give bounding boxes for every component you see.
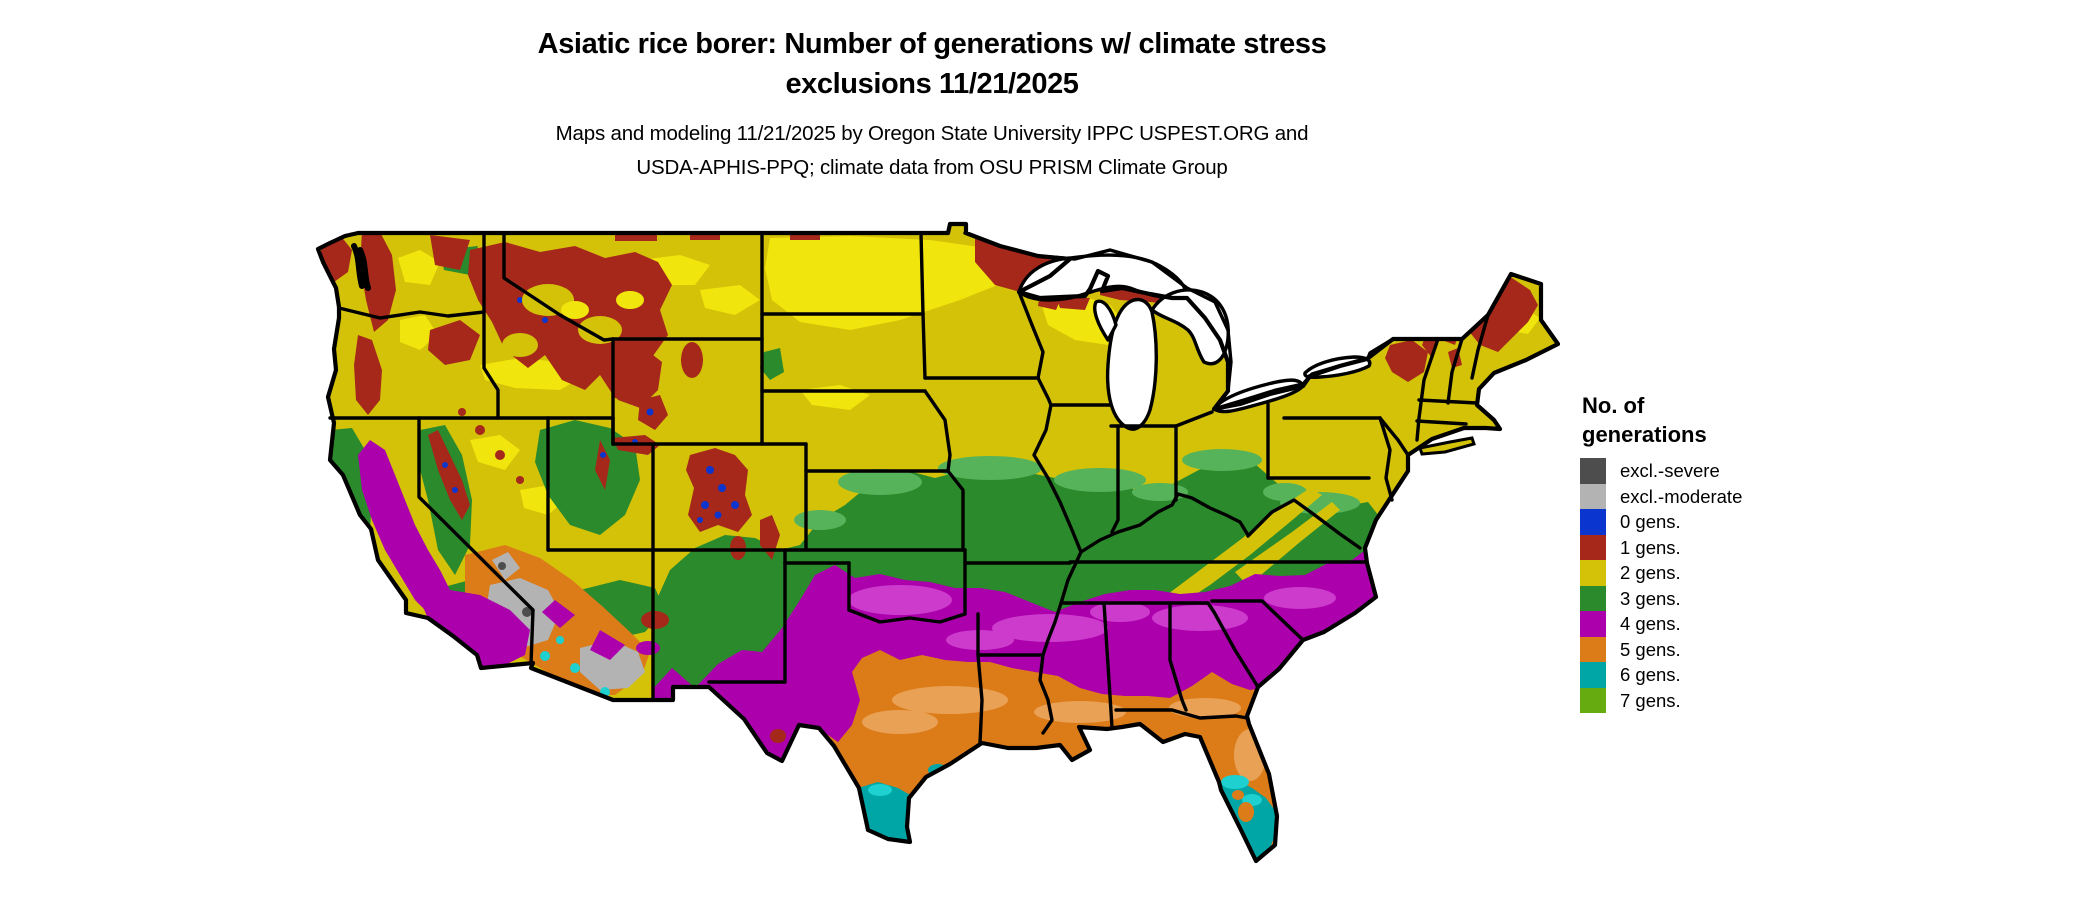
- legend-swatch: [1580, 509, 1606, 535]
- legend-label: 3 gens.: [1620, 587, 1681, 609]
- lake-huron: [1150, 288, 1230, 366]
- legend-row: 1 gens.: [1580, 534, 1842, 560]
- legend-label: 6 gens.: [1620, 664, 1681, 685]
- us-outline: [315, 221, 1561, 864]
- legend-row: 7 gens.: [1580, 687, 1842, 713]
- legend-title: No. of generations: [1582, 391, 1842, 449]
- fill-5gens-light: [862, 686, 1266, 781]
- legend-swatch: [1580, 585, 1606, 611]
- subtitle: Maps and modeling 11/21/2025 by Oregon S…: [30, 117, 1834, 185]
- legend-title-line2: generations: [1582, 422, 1707, 447]
- legend-swatch: [1580, 560, 1606, 586]
- legend-rows: excl.-severe excl.-moderate 0 gens. 1 gens.…: [1580, 458, 1842, 713]
- subtitle-line2: USDA-APHIS-PPQ; climate data from OSU PR…: [636, 156, 1228, 179]
- lake-michigan: [1105, 297, 1158, 431]
- legend-label: excl.-severe: [1620, 460, 1720, 481]
- fill-appalachian-valley: [1160, 488, 1340, 610]
- legend-row: excl.-moderate: [1580, 483, 1842, 509]
- legend-label: 2 gens.: [1620, 562, 1681, 583]
- legend-swatch: [1580, 662, 1606, 688]
- legend-swatch: [1580, 611, 1606, 637]
- state-borders: [328, 231, 1490, 745]
- us-map-svg: [315, 221, 1561, 880]
- fill-4gens-light: [848, 585, 1336, 650]
- legend-row: excl.-severe: [1580, 458, 1842, 484]
- legend-swatch: [1580, 534, 1606, 560]
- page-title-line2: exclusions 11/21/2025: [785, 68, 1079, 100]
- green-bay: [1093, 299, 1118, 342]
- fill-6gens-bright: [868, 775, 1262, 806]
- fill-gold-holes: [502, 284, 622, 357]
- page-title-line1: Asiatic rice borer: Number of generation…: [537, 28, 1327, 60]
- legend-label: 5 gens.: [1620, 638, 1681, 660]
- legend-row: 4 gens.: [1580, 611, 1842, 637]
- fill-yellow-holes: [561, 291, 644, 319]
- legend-label: excl.-moderate: [1620, 485, 1743, 507]
- puget-sound: [351, 243, 371, 291]
- legend-row: 0 gens.: [1580, 509, 1842, 535]
- legend-label: 7 gens.: [1620, 689, 1681, 711]
- fill-0gens-specks: [442, 297, 739, 523]
- legend-row: 3 gens.: [1580, 585, 1842, 611]
- legend: No. of generations excl.-severe excl.-mod…: [1580, 391, 1842, 713]
- legend-swatch: [1580, 636, 1606, 662]
- legend-swatch: [1580, 458, 1606, 484]
- legend-label: 1 gens.: [1620, 536, 1681, 558]
- legend-row: 2 gens.: [1580, 560, 1842, 586]
- map-fill-layers: [318, 224, 1558, 880]
- legend-row: 6 gens.: [1580, 662, 1842, 688]
- legend-label: 0 gens.: [1620, 511, 1681, 532]
- fill-7gens-keys: [1217, 862, 1284, 880]
- subtitle-line1: Maps and modeling 11/21/2025 by Oregon S…: [555, 122, 1309, 145]
- fill-florida-orange-enclaves: [1232, 790, 1254, 822]
- legend-title-line1: No. of: [1582, 393, 1645, 418]
- header: Asiatic rice borer: Number of generation…: [30, 24, 1834, 185]
- legend-row: 5 gens.: [1580, 636, 1842, 662]
- legend-swatch: [1580, 483, 1606, 509]
- legend-label: 4 gens.: [1620, 613, 1681, 634]
- us-generations-map: [298, 213, 1590, 892]
- legend-swatch: [1580, 687, 1606, 713]
- long-island: [1418, 436, 1476, 456]
